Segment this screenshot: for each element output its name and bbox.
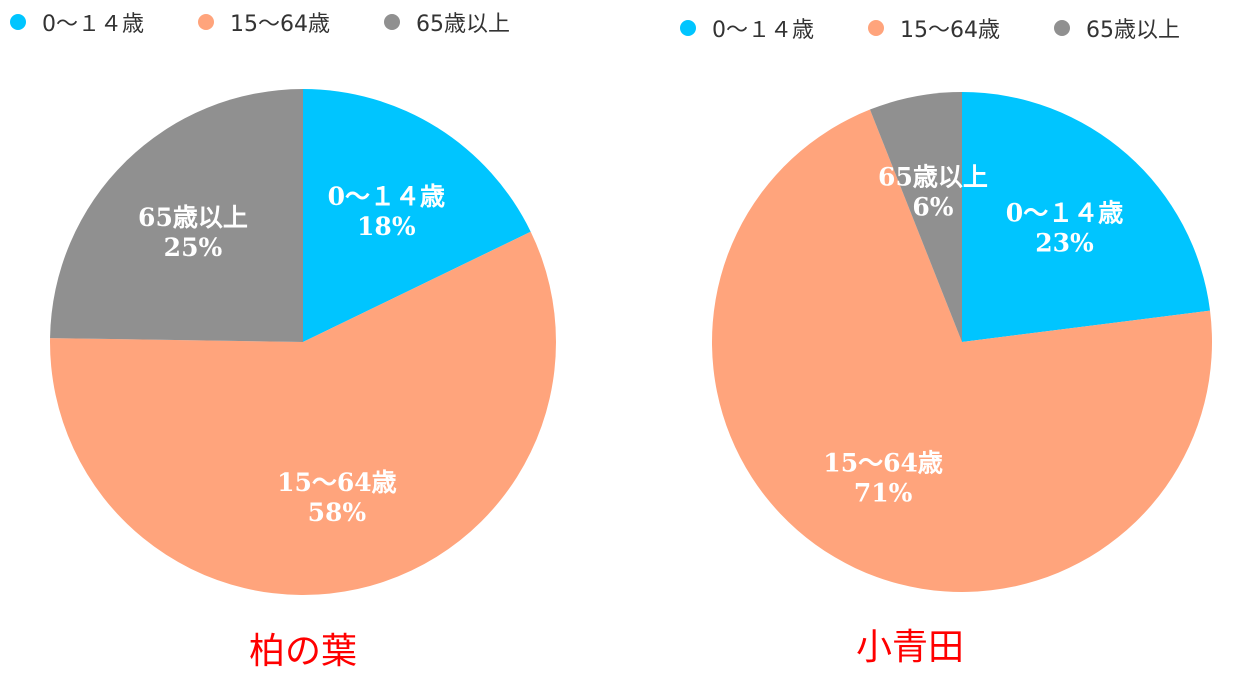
legend-item-65-plus: 65歳以上	[384, 6, 510, 38]
legend-label: 15～64歳	[900, 18, 1000, 43]
slice-value-label-65-plus: 25%	[164, 233, 223, 262]
pie-slice-15-64	[49, 231, 556, 595]
chart-legend: 0～１４歳 15～64歳 65歳以上	[10, 6, 510, 38]
legend-label: 0～１４歳	[712, 18, 814, 43]
legend-label: 65歳以上	[1086, 18, 1180, 43]
koaota-chart: 0～１４歳 15～64歳 65歳以上 0～１４歳 23% 15～64歳 71% 65歳以…	[660, 0, 1259, 678]
slice-category-label-0-14: 0～１４歳	[1006, 199, 1123, 228]
pie-slice-15-64	[712, 109, 1212, 592]
slice-value-label-0-14: 18%	[357, 212, 416, 241]
legend-swatch-0-14	[680, 20, 696, 36]
legend-label: 0～１４歳	[42, 12, 144, 37]
legend-item-15-64: 15～64歳	[198, 6, 330, 38]
legend-label: 15～64歳	[230, 12, 330, 37]
chart-legend: 0～１４歳 15～64歳 65歳以上	[680, 12, 1180, 44]
slice-value-label-15-64: 58%	[308, 498, 367, 527]
kashiwanoha-chart: 0～１４歳 15～64歳 65歳以上 0～１４歳 18% 15～64歳 58% 65歳以…	[0, 0, 620, 678]
legend-item-0-14: 0～１４歳	[10, 6, 144, 38]
pie-slice-65-plus	[869, 92, 962, 342]
legend-swatch-15-64	[198, 14, 214, 30]
slice-category-label-0-14: 0～１４歳	[328, 182, 445, 211]
legend-item-65-plus: 65歳以上	[1054, 12, 1180, 44]
legend-swatch-65-plus	[384, 14, 400, 30]
legend-swatch-15-64	[868, 20, 884, 36]
pie-slice-0-14	[303, 89, 531, 342]
pie-slice-65-plus	[50, 89, 304, 342]
slice-category-label-15-64: 15～64歳	[823, 448, 943, 477]
legend-swatch-65-plus	[1054, 20, 1070, 36]
slice-category-label-65-plus: 65歳以上	[878, 163, 988, 192]
chart-title: 小青田	[855, 627, 964, 668]
legend-item-15-64: 15～64歳	[868, 12, 1000, 44]
slice-value-label-0-14: 23%	[1035, 229, 1094, 258]
slice-value-label-65-plus: 6%	[912, 193, 953, 222]
legend-swatch-0-14	[10, 14, 26, 30]
legend-label: 65歳以上	[416, 12, 510, 37]
chart-title: 柏の葉	[248, 631, 357, 672]
legend-item-0-14: 0～１４歳	[680, 12, 814, 44]
pie-slice-0-14	[962, 92, 1211, 342]
slice-category-label-15-64: 15～64歳	[277, 468, 397, 497]
slice-category-label-65-plus: 65歳以上	[138, 203, 248, 232]
slice-value-label-15-64: 71%	[854, 478, 913, 507]
